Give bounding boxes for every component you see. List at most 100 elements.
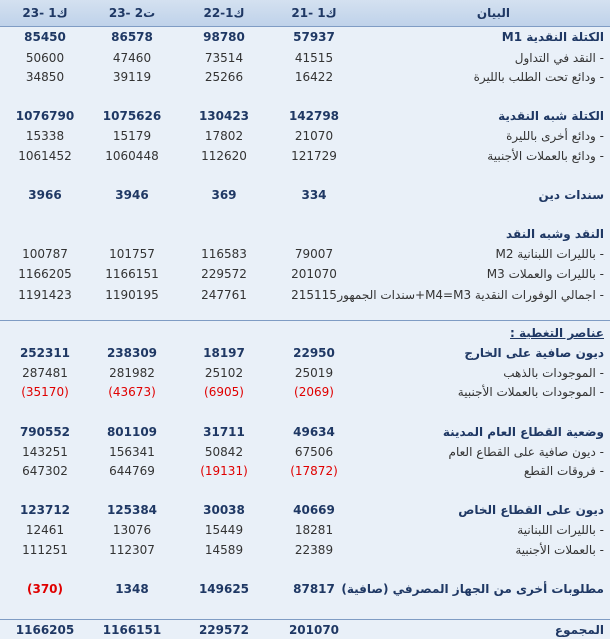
cell-value: 31711: [203, 425, 245, 439]
row-label: - الموجودات بالعملات الأجنبية: [457, 385, 604, 399]
cell-value: 142798: [288, 109, 340, 123]
row-label: - بالعملات الأجنبية: [515, 543, 604, 557]
cell-value: 87817: [293, 582, 335, 596]
cell-value: 125384: [106, 503, 158, 517]
row-label: - ودائع أخرى بالليرة: [506, 129, 604, 143]
column-header: ت2 -23: [108, 6, 156, 20]
cell-value: 47460: [112, 51, 152, 65]
cell-value: 73514: [204, 51, 244, 65]
cell-value: 39119: [112, 70, 152, 84]
cell-value: 1075626: [102, 109, 162, 123]
cell-value: 229572: [198, 623, 250, 637]
cell-value: 15449: [204, 523, 244, 537]
cell-value: 201070: [291, 267, 337, 281]
cell-value: 369: [211, 188, 237, 202]
cell-value: 1076790: [15, 109, 75, 123]
cell-value: 201070: [288, 623, 340, 637]
cell-value: (17872): [290, 464, 338, 478]
cell-value: (19131): [200, 464, 248, 478]
row-label: - فروقات القطع: [523, 464, 604, 478]
cell-value: 17802: [204, 129, 244, 143]
cell-value: 40669: [293, 503, 335, 517]
cell-value: 21070: [294, 129, 334, 143]
row-label: - ودائع تحت الطلب بالليرة: [473, 70, 604, 84]
section-title: عناصر التغطية :: [510, 326, 604, 340]
cell-value: (6905): [204, 385, 244, 399]
cell-value: (43673): [108, 385, 156, 399]
cell-value: 15338: [25, 129, 65, 143]
cell-value: (2069): [294, 385, 334, 399]
column-header: البيان: [476, 6, 510, 20]
cell-value: 229572: [201, 267, 247, 281]
cell-value: 57937: [293, 30, 335, 44]
cell-value: 14589: [204, 543, 244, 557]
cell-value: 647302: [22, 464, 68, 478]
cell-value: 121729: [291, 149, 337, 163]
cell-value: 123712: [19, 503, 71, 517]
cell-value: 1166205: [15, 623, 75, 637]
cell-value: 18197: [203, 346, 245, 360]
row-label: ديون على القطاع الخاص: [458, 503, 604, 517]
header-bar: [0, 0, 610, 27]
row-label: وضعية القطاع العام المدينة: [442, 425, 604, 439]
cell-value: 143251: [22, 445, 68, 459]
row-label: - بالليرات اللبنانية: [517, 523, 604, 537]
cell-value: (35170): [21, 385, 69, 399]
cell-value: 100787: [22, 247, 68, 261]
row-label: الكتلة النقدية M1: [501, 30, 604, 44]
row-label: - ديون صافية على القطاع العام: [448, 445, 604, 459]
cell-value: 644769: [109, 464, 155, 478]
row-label: الكتلة شبه النقدية: [498, 109, 604, 123]
cell-value: 112307: [109, 543, 155, 557]
cell-value: 86578: [111, 30, 153, 44]
cell-value: 98780: [203, 30, 245, 44]
cell-value: (370): [26, 582, 64, 596]
cell-value: 116583: [201, 247, 247, 261]
column-header: ك1 -23: [22, 6, 68, 20]
column-header: ك1-22: [203, 6, 245, 20]
cell-value: 1166205: [18, 267, 72, 281]
cell-value: 1190195: [105, 288, 159, 302]
cell-value: 49634: [293, 425, 335, 439]
row-label: ديون صافية على الخارج: [464, 346, 604, 360]
cell-value: 30038: [203, 503, 245, 517]
cell-value: 112620: [201, 149, 247, 163]
cell-value: 101757: [109, 247, 155, 261]
cell-value: 50842: [204, 445, 244, 459]
cell-value: 12461: [25, 523, 65, 537]
cell-value: 22389: [294, 543, 334, 557]
cell-value: 1061452: [18, 149, 72, 163]
cell-value: 801109: [106, 425, 158, 439]
cell-value: 67506: [294, 445, 334, 459]
cell-value: 1348: [115, 582, 149, 596]
row-label: - الموجودات بالذهب: [503, 366, 604, 380]
column-header: ك1 -21: [291, 6, 337, 20]
cell-value: 1166151: [102, 623, 162, 637]
row-label: سندات دين: [538, 188, 604, 202]
row-label: مطلوبات أخرى من الجهاز المصرفي (صافية): [341, 582, 604, 596]
cell-value: 149625: [198, 582, 250, 596]
cell-value: 15179: [112, 129, 152, 143]
cell-value: 25019: [294, 366, 334, 380]
cell-value: 252311: [19, 346, 71, 360]
cell-value: 215115: [291, 288, 337, 302]
cell-value: 85450: [24, 30, 66, 44]
row-label: - اجمالي الوفورات النقدية M4=M3+سندات ال…: [337, 288, 604, 302]
cell-value: 13076: [112, 523, 152, 537]
cell-value: 18281: [294, 523, 334, 537]
row-label: المجموع: [554, 623, 604, 637]
cell-value: 238309: [106, 346, 158, 360]
cell-value: 41515: [294, 51, 334, 65]
cell-value: 1166151: [105, 267, 159, 281]
cell-value: 1060448: [105, 149, 159, 163]
separator: [0, 619, 610, 620]
cell-value: 22950: [293, 346, 335, 360]
cell-value: 16422: [294, 70, 334, 84]
cell-value: 1191423: [18, 288, 72, 302]
cell-value: 3946: [115, 188, 149, 202]
cell-value: 111251: [22, 543, 68, 557]
row-label: - ودائع بالعملات الأجنبية: [487, 149, 604, 163]
row-label: - بالليرات اللبنانية M2: [495, 247, 604, 261]
cell-value: 25266: [204, 70, 244, 84]
cell-value: 25102: [204, 366, 244, 380]
